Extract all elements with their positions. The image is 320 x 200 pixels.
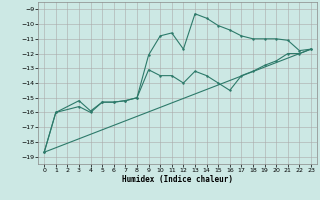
- X-axis label: Humidex (Indice chaleur): Humidex (Indice chaleur): [122, 175, 233, 184]
